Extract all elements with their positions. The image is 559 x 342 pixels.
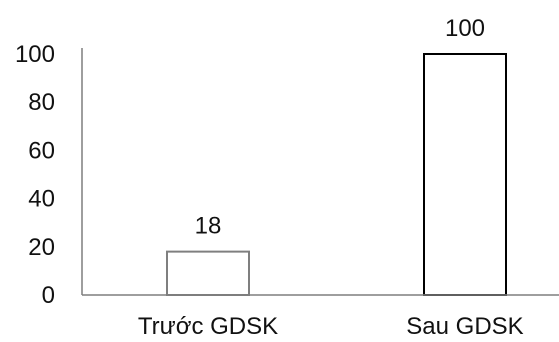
data-label: 100: [445, 15, 485, 42]
x-category-label: Trước GDSK: [138, 313, 278, 340]
y-tick-label: 80: [28, 89, 55, 116]
data-labels: 18 100: [195, 15, 485, 240]
data-label: 18: [195, 213, 222, 240]
y-tick-label: 40: [28, 186, 55, 213]
x-axis: Trước GDSK Sau GDSK: [82, 294, 559, 340]
y-tick-label: 100: [15, 41, 55, 68]
x-category-label: Sau GDSK: [406, 313, 523, 340]
y-tick-label: 0: [42, 282, 55, 309]
bar: [423, 53, 507, 296]
bars: [166, 53, 507, 296]
bar: [166, 250, 250, 296]
y-axis: 0 20 40 60 80 100: [15, 41, 83, 309]
y-tick-label: 60: [28, 137, 55, 164]
y-tick-label: 20: [28, 234, 55, 261]
